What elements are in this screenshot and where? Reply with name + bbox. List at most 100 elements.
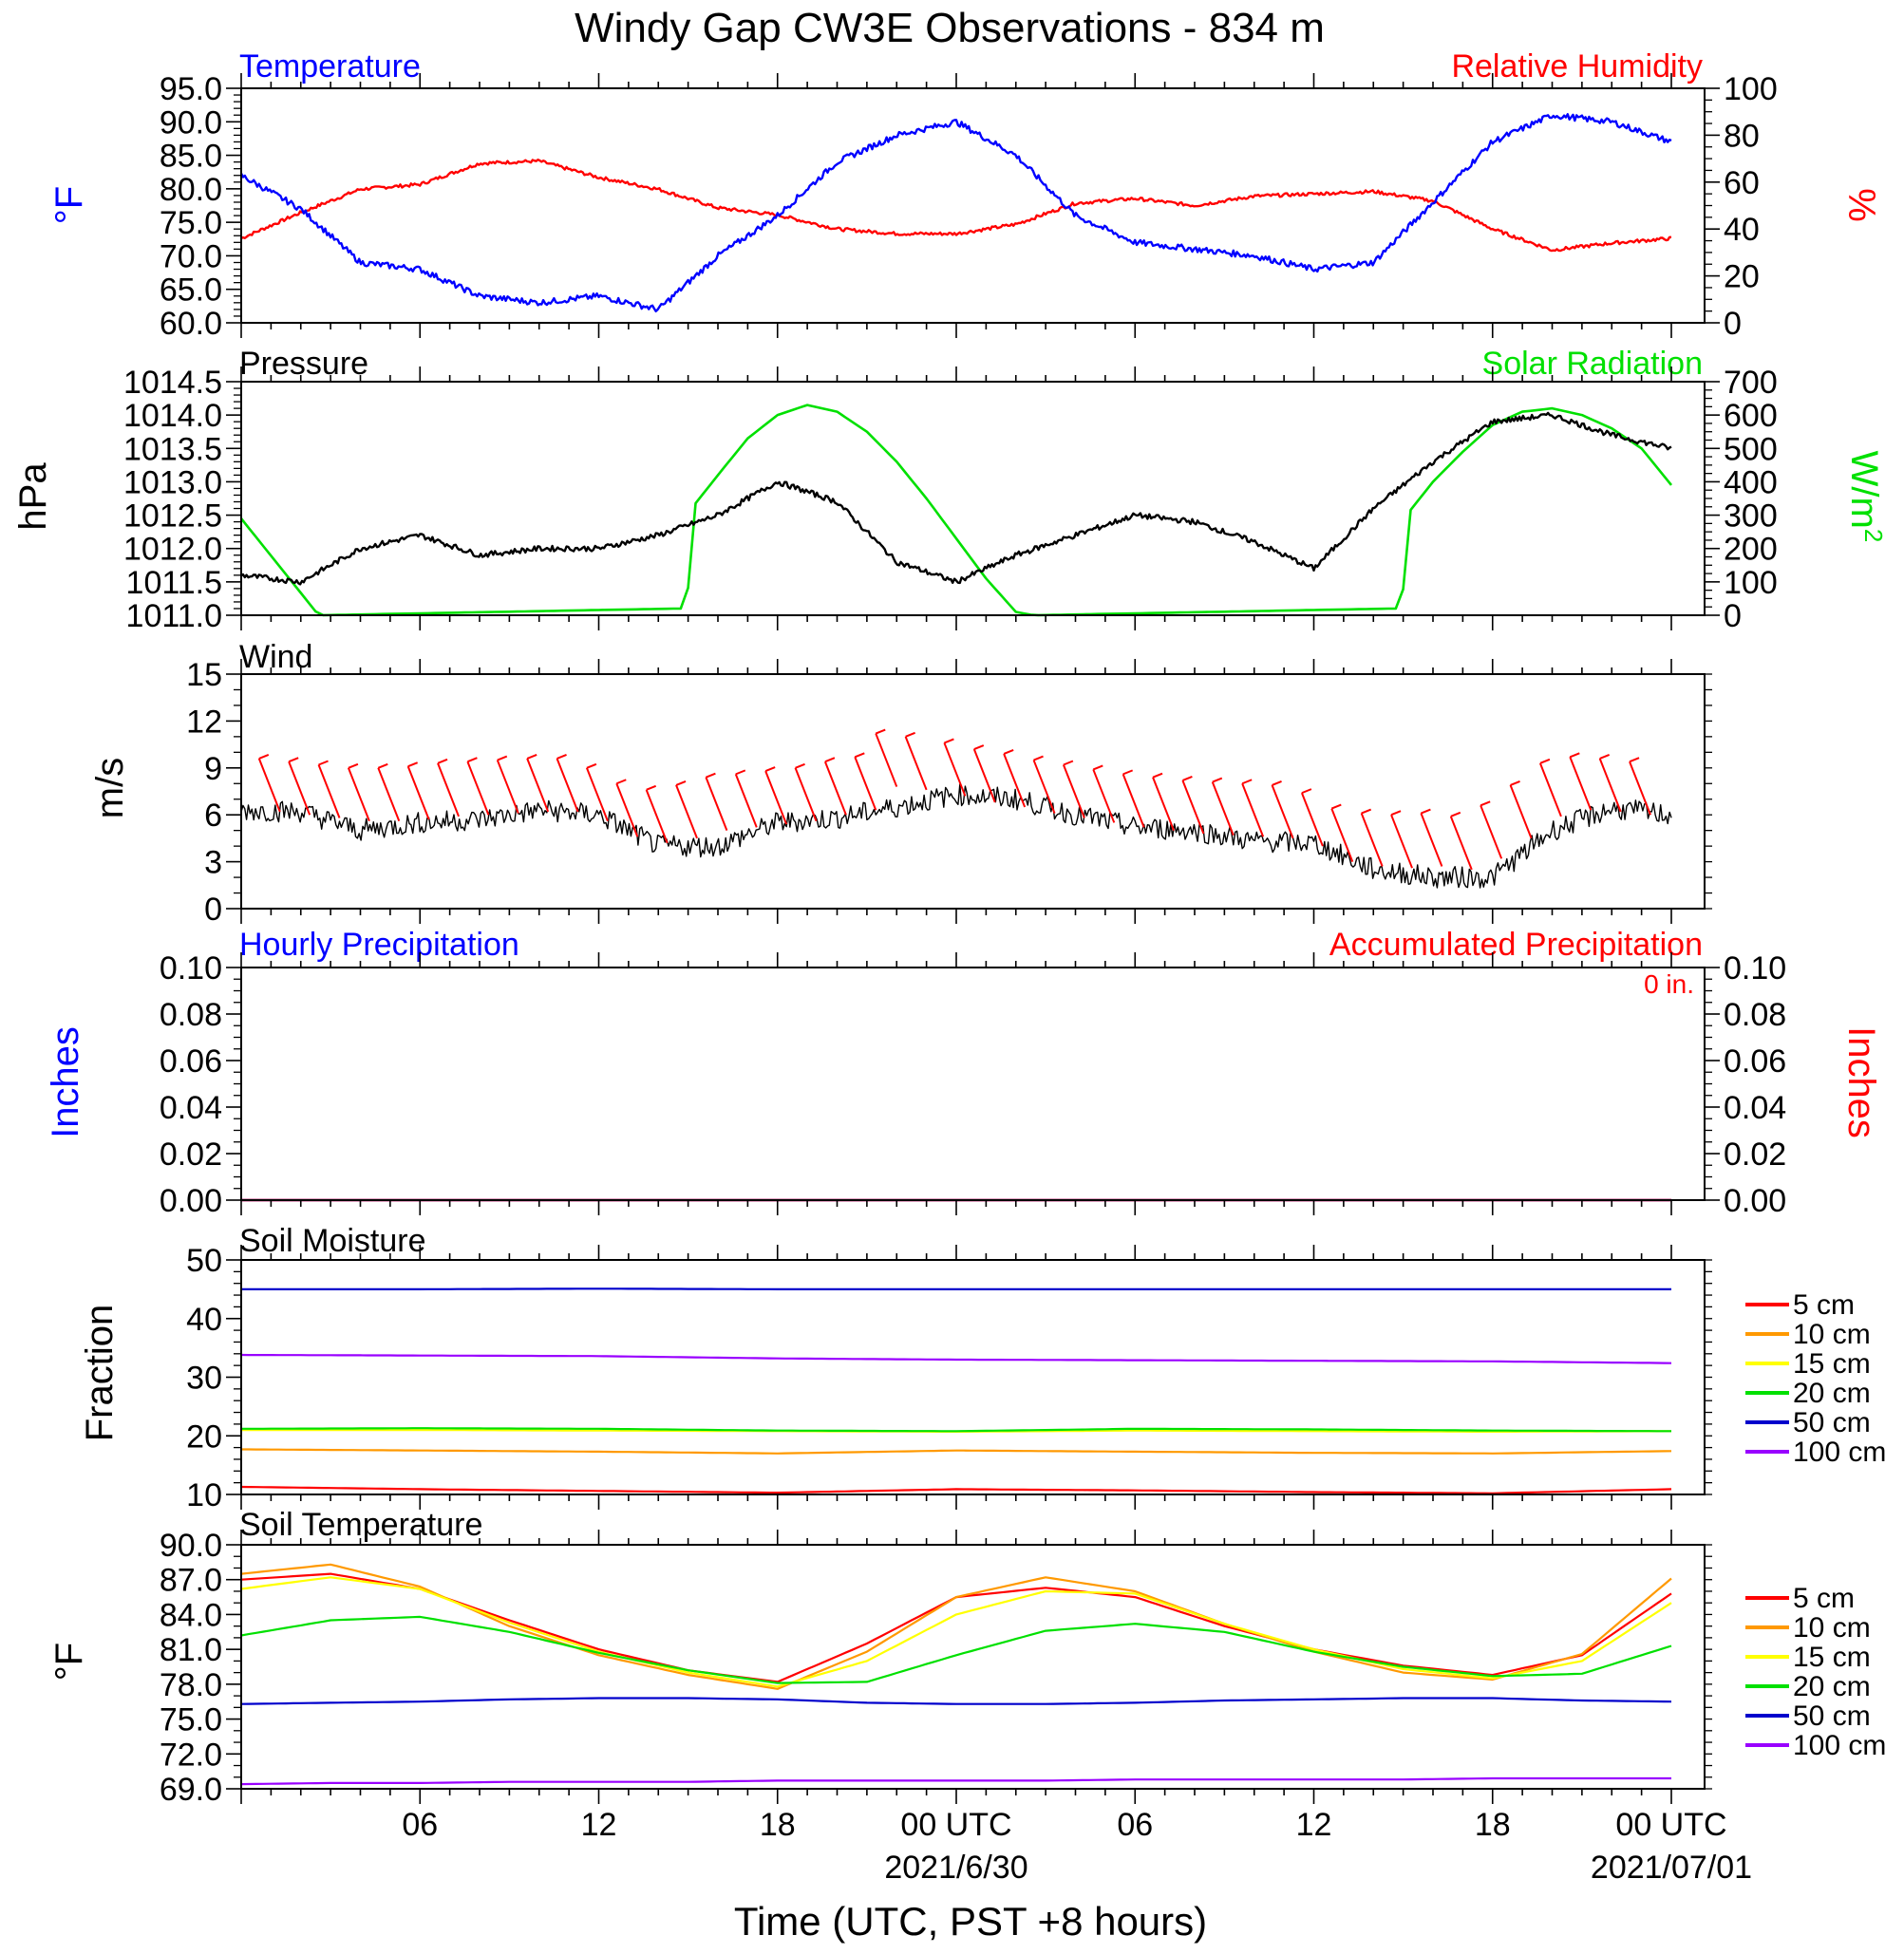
wind-barb xyxy=(1062,764,1085,818)
wind-barb xyxy=(1181,780,1205,835)
wind-barb xyxy=(972,748,996,803)
y-tick-label: 40 xyxy=(186,1302,222,1338)
soil-temp-50cm xyxy=(240,1697,1672,1705)
solar-axis-unit: W/m2 xyxy=(1843,451,1888,543)
y-tick-label: 78.0 xyxy=(160,1667,222,1703)
humidity-line xyxy=(240,158,1671,253)
wind-barb xyxy=(1241,782,1265,837)
temp-plot-border xyxy=(240,87,1706,324)
soil-temp-100cm xyxy=(240,1776,1671,1786)
y-tick-label: 1013.0 xyxy=(123,464,222,500)
wind-barb-flag xyxy=(556,753,567,760)
wind-barb xyxy=(1538,762,1562,817)
y-tick-label: 40 xyxy=(1724,212,1760,248)
hourly-precip-axis-unit: Inches xyxy=(45,1026,86,1138)
y-tick-label: 80.0 xyxy=(160,172,222,208)
prcp-plot-border xyxy=(240,967,1706,1201)
legend-label: 50 cm xyxy=(1793,1407,1871,1438)
pressure-line xyxy=(240,411,1672,586)
wind-barb xyxy=(406,765,430,820)
wind-barb xyxy=(1449,816,1473,871)
y-tick-label: 0.06 xyxy=(160,1043,222,1080)
wind-barb xyxy=(1271,784,1294,839)
y-tick-label: 1011.0 xyxy=(126,598,222,634)
y-tick-label: 75.0 xyxy=(160,205,222,241)
wind-barb-flag xyxy=(1539,758,1551,764)
time-axis-tick-labels: 06 12 18 00 UTC 2021/6/30 06 12 18 00 UTC 2021/07… xyxy=(402,1807,1752,1886)
wind-barb-flag xyxy=(348,762,359,769)
legend-label: 20 cm xyxy=(1793,1671,1871,1702)
wind-barb xyxy=(317,764,341,818)
wind-barb-flag xyxy=(1033,755,1044,761)
soil-moisture-axis-unit: Fraction xyxy=(79,1305,121,1442)
wind-barb xyxy=(585,767,609,822)
wind-barb-flag xyxy=(1390,810,1402,817)
soil-temperature-tick-labels: 90.087.084.081.078.075.072.069.0 xyxy=(160,1528,241,1808)
wind-barb xyxy=(645,789,669,844)
pres-frame xyxy=(240,366,1706,630)
y-tick-label: 70.0 xyxy=(160,238,222,274)
y-tick-label: 85.0 xyxy=(160,139,222,175)
wind-barb-flag xyxy=(497,755,508,761)
y-tick-label: 1011.5 xyxy=(126,565,222,601)
wind-speed-line xyxy=(240,783,1672,889)
wind-barb-flag xyxy=(586,762,597,769)
wind-barb xyxy=(556,758,579,813)
x-tick-label: 06 xyxy=(402,1807,438,1843)
legend-label: 5 cm xyxy=(1793,1583,1855,1614)
y-tick-label: 700 xyxy=(1724,365,1778,401)
soilm-right-ticks xyxy=(1705,1259,1712,1495)
soilm-frame xyxy=(240,1245,1706,1510)
wind-barb-flag xyxy=(706,772,716,779)
wind-barb-flag xyxy=(1510,780,1520,786)
wind-barb xyxy=(854,756,877,811)
wind-right-ticks xyxy=(1705,673,1712,910)
temperature-series xyxy=(239,113,1672,312)
wind-panel: Wind m/s 15 12 9 6 3 0 xyxy=(89,639,1672,928)
wind-barb xyxy=(1509,784,1533,839)
x-tick-label: 12 xyxy=(581,1807,617,1843)
wind-barb xyxy=(377,767,401,822)
wind-barb xyxy=(764,770,788,825)
soilt-frame xyxy=(240,1530,1706,1804)
y-tick-label: 1012.0 xyxy=(123,532,222,568)
wind-barb xyxy=(1300,792,1324,847)
y-tick-label: 0 xyxy=(1724,306,1742,342)
pressure-panel: Pressure Solar Radiation hPa W/m2 1014.5… xyxy=(12,346,1888,634)
wind-barb xyxy=(705,777,728,832)
wind-barb xyxy=(1032,760,1056,814)
soil-moisture-tick-labels: 50 40 30 20 10 xyxy=(186,1243,241,1513)
y-tick-label: 100 xyxy=(1724,565,1778,601)
wind-frame xyxy=(240,659,1706,924)
wind-barb-flag xyxy=(944,738,954,744)
wind-barb-flag xyxy=(1092,764,1103,771)
wind-barb xyxy=(615,782,639,837)
wind-barb-flag xyxy=(1003,749,1014,755)
x-tick-label: 00 UTC xyxy=(1615,1807,1726,1843)
wind-axis-unit: m/s xyxy=(89,758,131,818)
y-tick-label: 600 xyxy=(1724,398,1778,434)
wind-barb-flag xyxy=(973,744,985,750)
y-tick-label: 0 xyxy=(1724,598,1742,634)
wind-barb-flag xyxy=(1569,752,1580,759)
wind-series xyxy=(240,728,1672,889)
wind-barb xyxy=(1420,813,1443,867)
wind-barb-flag xyxy=(1629,757,1640,763)
soil-temp-5cm xyxy=(240,1572,1672,1683)
pres-plot-border xyxy=(240,381,1706,616)
wind-barb-flag xyxy=(1421,808,1431,815)
x-tick-label: 12 xyxy=(1296,1807,1332,1843)
humidity-axis-unit: % xyxy=(1840,188,1882,222)
x-tick-label: 00 UTC xyxy=(900,1807,1011,1843)
soil-temperature-panel: Soil Temperature °F 90.087.084.081.078.0… xyxy=(48,1507,1886,1886)
y-tick-label: 30 xyxy=(186,1361,222,1397)
y-tick-label: 80 xyxy=(1724,118,1760,154)
temperature-axis-unit: °F xyxy=(48,186,90,224)
y-tick-label: 500 xyxy=(1724,431,1778,467)
wind-barb-flag xyxy=(795,762,805,769)
soilt-plot-border xyxy=(240,1544,1706,1790)
wind-barb xyxy=(1122,774,1145,828)
legend-label: 15 cm xyxy=(1793,1642,1871,1673)
wind-barb-flag xyxy=(377,762,388,769)
